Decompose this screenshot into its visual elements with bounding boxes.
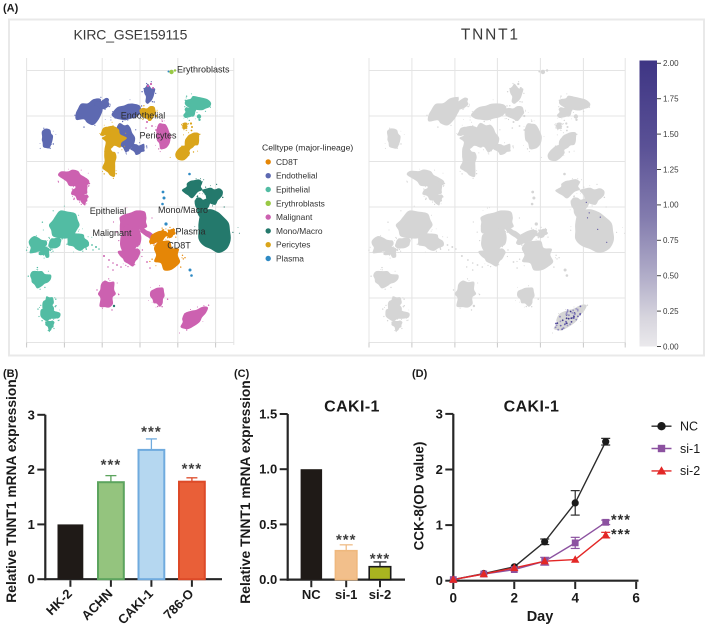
svg-text:Endothelial: Endothelial [276,171,318,181]
svg-text:2.00: 2.00 [663,59,679,68]
svg-text:Malignant: Malignant [92,228,132,238]
svg-text:(C): (C) [234,368,250,380]
svg-text:***: *** [141,424,162,441]
svg-text:Plasma: Plasma [175,227,205,237]
svg-text:(D): (D) [412,368,428,380]
svg-text:6: 6 [632,591,640,606]
svg-text:0.00: 0.00 [663,342,679,351]
svg-text:0: 0 [28,572,35,587]
svg-text:CD8T: CD8T [167,241,191,251]
svg-text:Epithelial: Epithelial [90,206,127,216]
svg-text:Epithelial: Epithelial [276,185,310,195]
svg-text:2: 2 [28,462,35,477]
svg-text:0.5: 0.5 [259,517,277,532]
svg-text:0.75: 0.75 [663,236,679,245]
svg-text:0.0: 0.0 [259,572,277,587]
svg-text:1.25: 1.25 [663,165,679,174]
svg-text:Erythroblasts: Erythroblasts [177,65,230,75]
svg-text:0: 0 [436,573,443,588]
svg-text:Endothelial: Endothelial [121,111,166,121]
svg-text:CCK-8(OD value): CCK-8(OD value) [412,442,427,551]
svg-text:***: *** [611,513,631,529]
svg-text:***: *** [101,457,122,474]
svg-text:KIRC_GSE159115: KIRC_GSE159115 [74,27,188,43]
svg-text:2: 2 [511,591,519,606]
svg-text:CAKI-1: CAKI-1 [324,399,380,416]
svg-text:***: *** [370,551,391,568]
svg-text:Plasma: Plasma [276,254,304,264]
svg-text:1: 1 [436,518,443,533]
svg-text:(B): (B) [3,368,19,380]
svg-text:CD8T: CD8T [276,157,298,167]
svg-text:4: 4 [571,591,579,606]
svg-text:0.50: 0.50 [663,272,679,281]
svg-text:3: 3 [436,406,443,421]
svg-text:1: 1 [28,517,35,532]
svg-text:***: *** [182,461,203,478]
svg-text:si-1: si-1 [680,442,700,456]
svg-text:1.00: 1.00 [663,201,679,210]
svg-text:NC: NC [680,420,698,434]
svg-text:2: 2 [436,462,443,477]
svg-text:Malignant: Malignant [276,212,313,222]
svg-text:Pericytes: Pericytes [139,131,177,141]
svg-text:NC: NC [302,587,321,602]
svg-text:si-1: si-1 [335,587,357,602]
svg-text:Relative TNNT1 mRNA expression: Relative TNNT1 mRNA expression [238,380,253,603]
svg-text:1.50: 1.50 [663,130,679,139]
svg-text:Erythroblasts: Erythroblasts [276,198,325,208]
svg-text:si-2: si-2 [680,464,700,478]
svg-text:(A): (A) [3,3,19,15]
svg-text:Pericytes: Pericytes [276,240,310,250]
svg-text:***: *** [611,527,631,543]
svg-text:Celltype (major-lineage): Celltype (major-lineage) [262,143,353,153]
svg-text:TNNT1: TNNT1 [461,27,520,44]
svg-text:1.75: 1.75 [663,95,679,104]
svg-text:si-2: si-2 [369,587,391,602]
svg-text:CAKI-1: CAKI-1 [504,399,560,416]
svg-text:1.5: 1.5 [259,407,277,422]
svg-text:0.25: 0.25 [663,307,679,316]
svg-text:0: 0 [450,591,458,606]
svg-text:Relative TNNT1 mRNA expression: Relative TNNT1 mRNA expression [4,379,19,602]
svg-text:Mono/Macro: Mono/Macro [276,226,323,236]
svg-text:Mono/Macro: Mono/Macro [158,205,208,215]
svg-text:3: 3 [28,407,35,422]
svg-text:***: *** [336,532,357,549]
svg-text:Day: Day [527,609,554,625]
svg-text:1.0: 1.0 [259,462,277,477]
